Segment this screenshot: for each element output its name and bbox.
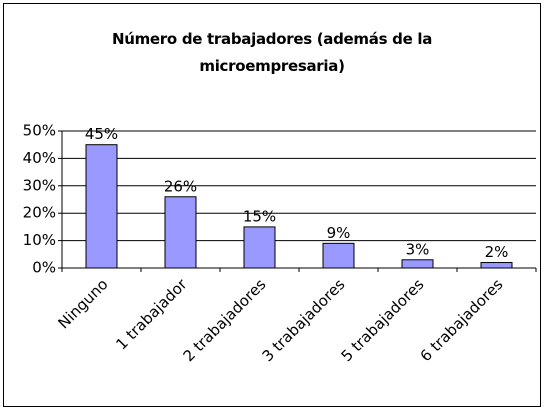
data-label: 2% bbox=[485, 243, 509, 261]
y-tick-label: 20% bbox=[23, 204, 56, 222]
y-tick-label: 30% bbox=[23, 176, 56, 194]
chart-title: Número de trabajadores (además de la mic… bbox=[111, 30, 433, 75]
data-label: 9% bbox=[327, 224, 351, 242]
data-label: 3% bbox=[406, 240, 430, 258]
data-label: 45% bbox=[85, 125, 118, 143]
bar bbox=[322, 242, 355, 269]
y-tick-label: 10% bbox=[23, 231, 56, 249]
data-label: 26% bbox=[164, 177, 197, 195]
y-tick-label: 40% bbox=[23, 149, 56, 167]
data-label: 15% bbox=[243, 207, 276, 225]
bar bbox=[164, 196, 197, 269]
y-tick-label: 0% bbox=[32, 259, 56, 277]
bar bbox=[480, 262, 513, 269]
bar bbox=[243, 226, 276, 269]
bar bbox=[85, 144, 118, 269]
y-tick-label: 50% bbox=[23, 122, 56, 140]
bar bbox=[401, 259, 434, 269]
